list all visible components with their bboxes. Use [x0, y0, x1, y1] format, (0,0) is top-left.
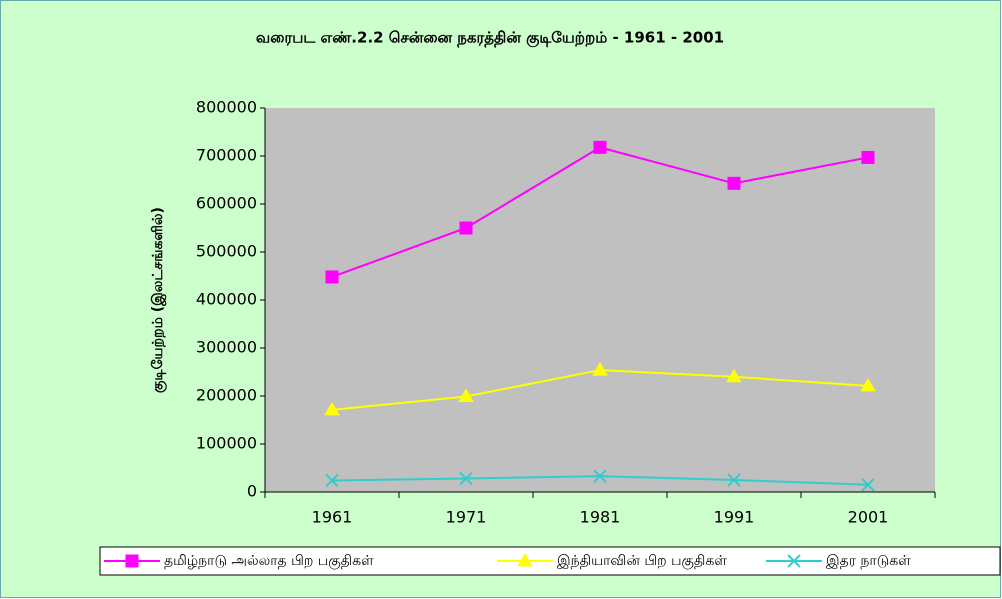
marker	[787, 554, 801, 568]
marker	[592, 362, 608, 376]
marker	[325, 270, 339, 284]
plot-area	[265, 108, 935, 492]
marker	[324, 401, 340, 416]
y-tick-label: 500000	[196, 242, 257, 261]
y-tick-label: 200000	[196, 386, 257, 405]
marker	[861, 478, 875, 492]
x-tick-label: 1981	[580, 508, 621, 527]
y-axis-title: குடியேற்றம் (இலட்சங்களில்)	[150, 207, 167, 393]
y-tick-label: 300000	[196, 338, 257, 357]
marker	[125, 554, 139, 568]
marker	[325, 473, 339, 488]
marker	[861, 150, 875, 164]
marker	[727, 176, 741, 190]
x-tick-label: 1991	[714, 508, 755, 527]
legend-label: இதர நாடுகள்	[826, 553, 911, 569]
x-tick-label: 2001	[848, 508, 889, 527]
y-tick-label: 400000	[196, 290, 257, 309]
y-tick-label: 700000	[196, 146, 257, 165]
marker	[458, 388, 474, 402]
y-tick-label: 800000	[196, 98, 257, 117]
marker	[593, 140, 607, 154]
x-tick-label: 1961	[312, 508, 353, 527]
y-tick-label: 600000	[196, 194, 257, 213]
y-tick-label: 100000	[196, 434, 257, 453]
marker	[517, 553, 533, 567]
marker	[459, 471, 473, 486]
marker	[860, 377, 876, 392]
marker	[726, 368, 742, 383]
y-tick-label: 0	[247, 482, 257, 501]
marker	[593, 469, 607, 483]
marker	[727, 473, 741, 487]
legend-label: தமிழ்நாடு அல்லாத பிற பகுதிகள்	[164, 553, 374, 570]
x-tick-label: 1971	[446, 508, 487, 527]
chart-title: வரைபட எண்.2.2 சென்னை நகரத்தின் குடியேற்ற…	[256, 29, 724, 48]
marker	[459, 221, 473, 235]
legend-label: இந்தியாவின் பிற பகுதிகள்	[557, 553, 727, 570]
